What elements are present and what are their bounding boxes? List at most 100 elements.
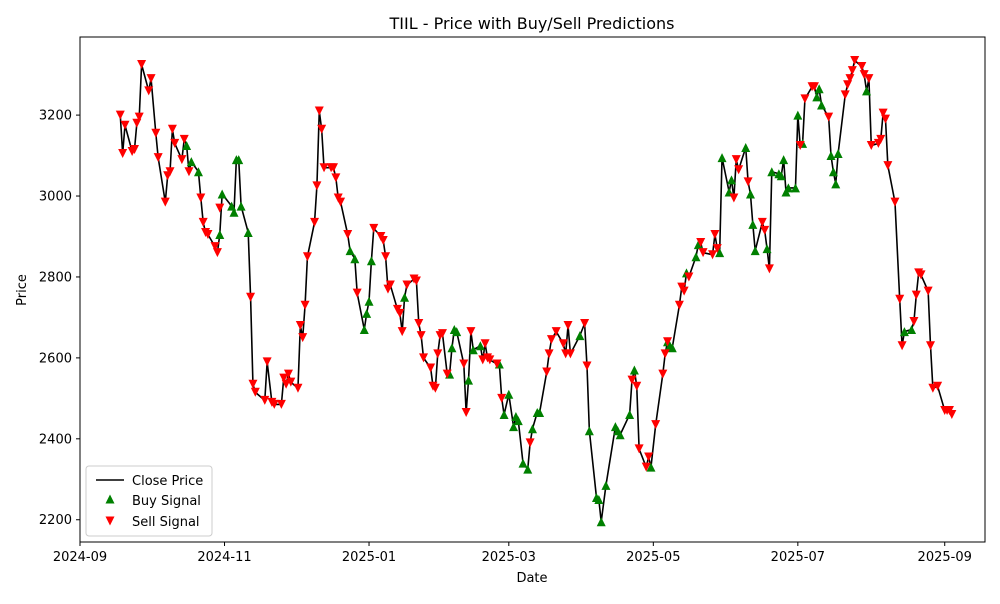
sell-signal-marker [546, 335, 556, 345]
buy-signal-marker [762, 244, 772, 254]
sell-signal-marker [795, 140, 805, 150]
sell-signal-marker [847, 66, 857, 76]
buy-signal-marker [475, 341, 485, 351]
buy-signal-marker [817, 100, 827, 110]
sell-signal-marker [248, 379, 258, 389]
sell-signal-marker [411, 276, 421, 286]
sell-signal-marker [286, 377, 296, 387]
sell-signal-marker [302, 252, 312, 262]
sell-signal-marker [734, 165, 744, 175]
buy-signal-marker [528, 424, 537, 434]
buy-signal-marker [667, 343, 677, 353]
sell-signal-marker [442, 369, 452, 379]
buy-signal-marker [745, 189, 755, 199]
buy-signal-marker [182, 140, 192, 150]
sell-signal-marker [947, 410, 957, 420]
sell-signal-marker [760, 225, 770, 235]
sell-signal-marker [385, 280, 395, 290]
buy-signal-marker [523, 464, 533, 474]
sell-signal-marker [378, 236, 388, 246]
buy-signal-marker [215, 229, 225, 239]
sell-signal-marker [840, 90, 850, 100]
buy-signal-marker [535, 408, 545, 418]
legend-sell-signal-swatch [105, 516, 115, 526]
buy-signal-marker [793, 110, 803, 120]
sell-signal-marker [712, 244, 722, 254]
buy-signal-marker [693, 240, 703, 250]
legend: Close Price Buy Signal Sell Signal [85, 465, 213, 537]
buy-signal-marker [776, 171, 786, 181]
buy-signal-marker [464, 375, 474, 385]
buy-signal-marker [504, 389, 514, 399]
buy-signal-marker [779, 155, 789, 165]
sell-signal-marker [381, 252, 391, 262]
buy-signal-marker [584, 426, 594, 436]
sell-signal-marker [845, 74, 855, 84]
sell-signal-marker [542, 367, 552, 377]
sell-signal-marker [558, 339, 568, 349]
sell-signal-marker [651, 420, 661, 430]
buy-signal-marker [831, 179, 841, 189]
legend-sell-signal-label: Sell Signal [132, 515, 200, 530]
sell-signal-marker [184, 167, 194, 177]
sell-signal-marker [497, 393, 507, 403]
sell-signal-marker [883, 161, 893, 171]
sell-signal-marker [890, 197, 900, 207]
sell-signal-marker [310, 217, 320, 227]
sell-signal-marker [246, 292, 256, 302]
buy-signal-marker [345, 246, 355, 256]
sell-signal-marker [179, 134, 189, 144]
buy-signal-marker [596, 517, 606, 527]
legend-box [85, 465, 213, 537]
sell-signal-marker [129, 144, 139, 154]
buy-signal-marker [594, 495, 604, 505]
sell-signal-marker [684, 272, 694, 282]
x-tick-label: 2025-01 [342, 550, 396, 565]
sell-signal-marker [298, 333, 308, 343]
buy-signal-marker [646, 462, 656, 472]
sell-signal-marker [895, 294, 905, 304]
buy-signal-marker [691, 252, 701, 262]
buy-signal-marker [862, 86, 872, 96]
buy-signal-marker [625, 410, 635, 420]
sell-signal-marker [283, 369, 293, 379]
sell-signal-marker [170, 138, 180, 148]
sell-signal-marker [916, 270, 926, 280]
sell-signal-marker [160, 197, 170, 207]
sell-signal-marker [210, 242, 220, 252]
sell-signal-marker [276, 399, 286, 409]
y-tick-label: 3200 [39, 109, 72, 124]
legend-buy-signal-swatch [105, 494, 115, 504]
sell-signal-marker [281, 379, 291, 389]
buy-signal-marker [229, 207, 239, 217]
sell-signal-marker [627, 375, 637, 385]
sell-signal-marker [203, 229, 213, 239]
sell-signal-marker [115, 110, 125, 120]
buy-signal-marker [400, 292, 410, 302]
sell-signal-marker [260, 395, 270, 405]
x-tick-label: 2025-09 [918, 550, 972, 565]
sell-signal-marker [696, 238, 706, 248]
sell-signal-marker [480, 339, 490, 349]
sell-signal-marker [395, 308, 405, 318]
sell-signal-marker [437, 329, 447, 339]
sell-signal-marker [634, 444, 644, 454]
buy-signal-marker [186, 157, 196, 167]
sell-signal-marker [312, 181, 322, 191]
sell-signal-marker [897, 341, 907, 351]
sell-signal-marker [698, 248, 708, 258]
buy-signal-marker [833, 149, 843, 159]
buy-signal-marker [741, 142, 751, 152]
sell-signal-marker [250, 387, 260, 397]
buy-signal-marker [243, 227, 253, 237]
sell-signal-marker [859, 70, 869, 80]
buy-signal-marker [826, 151, 836, 161]
sell-signal-marker [402, 280, 412, 290]
sell-signal-marker [565, 349, 575, 359]
sell-signal-marker [215, 203, 225, 213]
sell-signal-marker [544, 349, 554, 359]
sell-signal-marker [878, 108, 888, 118]
sell-signal-marker [492, 359, 502, 369]
sell-signal-marker [729, 193, 739, 203]
sell-signal-marker [419, 353, 429, 363]
